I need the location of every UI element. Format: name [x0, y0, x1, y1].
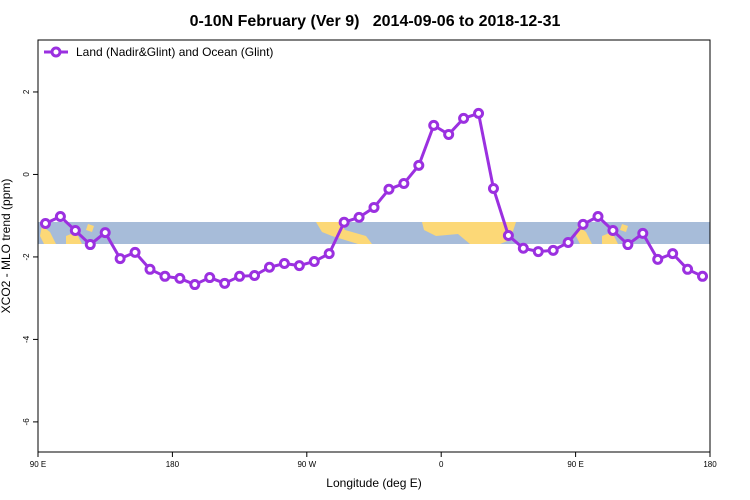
land — [40, 226, 56, 244]
data-point — [263, 261, 275, 273]
data-point — [502, 229, 514, 241]
data-point — [144, 263, 156, 275]
data-point — [204, 272, 216, 284]
data-point — [338, 216, 350, 228]
data-point — [249, 269, 261, 281]
y-tick-label: 2 — [22, 89, 31, 94]
y-axis-label: XCO2 - MLO trend (ppm) — [0, 179, 13, 314]
y-tick-label: 0 — [22, 172, 31, 177]
data-point — [577, 218, 589, 230]
y-tick-label: -6 — [22, 418, 31, 426]
data-point — [293, 260, 305, 272]
data-point — [323, 248, 335, 260]
data-point — [607, 225, 619, 237]
data-point — [353, 211, 365, 223]
chart-title: 0-10N February (Ver 9) 2014-09-06 to 201… — [190, 13, 561, 30]
x-tick-label: 180 — [703, 460, 717, 469]
data-point — [159, 270, 171, 282]
land — [66, 232, 82, 244]
legend-marker — [50, 46, 62, 58]
data-point — [219, 277, 231, 289]
data-point — [84, 239, 96, 251]
data-point — [517, 242, 529, 254]
data-point — [99, 227, 111, 239]
x-tick-label: 90 W — [297, 460, 316, 469]
legend: Land (Nadir&Glint) and Ocean (Glint) — [44, 45, 273, 59]
x-tick-label: 180 — [166, 460, 180, 469]
data-point — [368, 201, 380, 213]
data-point — [443, 128, 455, 140]
data-point — [458, 112, 470, 124]
data-point — [234, 270, 246, 282]
data-point — [473, 107, 485, 119]
x-tick-label: 0 — [439, 460, 444, 469]
map-band — [38, 222, 710, 244]
data-point — [189, 279, 201, 291]
data-point — [592, 211, 604, 223]
y-tick-label: -4 — [22, 335, 31, 343]
y-tick-label: -2 — [22, 253, 31, 261]
plot-frame — [37, 39, 711, 453]
data-point — [69, 225, 81, 237]
data-point — [682, 263, 694, 275]
data-point — [39, 218, 51, 230]
data-point — [562, 236, 574, 248]
land — [86, 224, 94, 232]
x-tick-label: 90 E — [30, 460, 46, 469]
data-point — [547, 244, 559, 256]
land — [620, 224, 628, 232]
data-point — [652, 253, 664, 265]
land — [576, 226, 592, 244]
x-axis-label: Longitude (deg E) — [326, 476, 421, 490]
data-point — [413, 159, 425, 171]
data-point — [637, 227, 649, 239]
data-point — [383, 183, 395, 195]
data-point — [622, 239, 634, 251]
data-point — [54, 211, 66, 223]
data-point — [129, 246, 141, 258]
land — [316, 222, 372, 244]
land — [422, 222, 516, 244]
data-point — [308, 255, 320, 267]
data-point — [532, 246, 544, 258]
data-point — [278, 258, 290, 270]
data-point — [667, 248, 679, 260]
ocean — [38, 222, 710, 244]
data-point — [697, 270, 709, 282]
land — [602, 232, 618, 244]
data-point — [487, 182, 499, 194]
data-point — [114, 253, 126, 265]
legend-label: Land (Nadir&Glint) and Ocean (Glint) — [76, 45, 273, 59]
data-point — [174, 272, 186, 284]
data-point — [428, 119, 440, 131]
data-point — [398, 178, 410, 190]
x-tick-label: 90 E — [567, 460, 583, 469]
